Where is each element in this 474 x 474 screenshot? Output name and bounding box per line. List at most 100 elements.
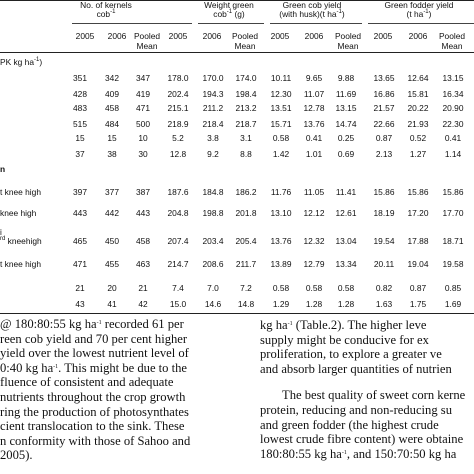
section2-row6-cell: 1.28	[337, 299, 355, 309]
section2-row3-cell: 205.4	[235, 236, 257, 246]
section1-row4-cell: 22.30	[442, 119, 464, 129]
paragraph-gap	[260, 376, 465, 388]
section2-row4-cell: 455	[105, 259, 119, 269]
header-fodder-line2: (t ha-1)	[406, 9, 432, 19]
body-text-right: kg ha-1 (Table.2). The higher leve suppl…	[260, 318, 465, 461]
section2-row6-cell: 43	[75, 299, 85, 309]
section2-row6-cell: 14.8	[237, 299, 255, 309]
subheader-kernels-mean: Mean	[136, 41, 158, 51]
section2-row1-cell: 11.41	[335, 187, 357, 197]
header-weight-underline	[198, 23, 264, 24]
section1-row6-cell: 2.13	[375, 149, 393, 159]
subheader-weight-pooled: Pooled	[231, 31, 259, 41]
header-fodder-underline	[368, 23, 474, 24]
section2-row3-cell: 19.54	[373, 236, 395, 246]
section1-row5-cell: 0.41	[444, 133, 462, 143]
section1-row6-cell: 12.8	[169, 149, 187, 159]
section2-row5-cell: 0.85	[444, 283, 462, 293]
right-line-1: kg ha-1 (Table.2). The higher leve	[260, 318, 427, 332]
left-line-3: yield over the lowest nutrient level of	[0, 346, 189, 361]
section1-row4-cell: 13.76	[303, 119, 325, 129]
section1-row6-cell: 9.2	[207, 149, 219, 159]
header-cobyield-underline	[270, 23, 362, 24]
section2-label: n	[0, 164, 6, 174]
subheader-kernels-pooled: Pooled	[133, 31, 161, 41]
section2-row3-cell: 450	[105, 236, 119, 246]
section1-row5-cell: 0.58	[272, 133, 290, 143]
section2-row1-cell: 15.86	[407, 187, 429, 197]
header-kernels-line1: No. of kernels	[80, 0, 132, 10]
section2-row3-label-prefix: i	[0, 227, 2, 237]
section1-row3-cell: 483	[73, 103, 87, 113]
section1-row1-cell: 9.88	[337, 73, 355, 83]
section2-row2-cell: 17.20	[407, 208, 429, 218]
section2-row1-cell: 15.86	[442, 187, 464, 197]
section2-row2-cell: 12.12	[303, 208, 325, 218]
section2-row3-cell: 203.4	[202, 236, 224, 246]
section1-row2-cell: 11.69	[335, 89, 357, 99]
section1-row2-cell: 15.81	[407, 89, 429, 99]
section2-row6-cell: 1.75	[409, 299, 427, 309]
section1-row4-cell: 515	[73, 119, 87, 129]
section1-row3-cell: 20.90	[442, 103, 464, 113]
left-line-2: reen cob yield and 70 per cent higher	[0, 331, 188, 346]
section2-row1-cell: 11.05	[303, 187, 325, 197]
section2-row3-cell: 13.04	[335, 236, 357, 246]
section1-row6-cell: 0.69	[337, 149, 355, 159]
section2-row4-cell: 13.89	[270, 259, 292, 269]
section1-row3-cell: 211.2	[202, 103, 224, 113]
section1-row4-cell: 22.66	[373, 119, 395, 129]
section1-row2-cell: 409	[105, 89, 119, 99]
right-line-6: protein, reducing and non-reducing su	[260, 402, 452, 417]
section1-row3-cell: 215.1	[167, 103, 189, 113]
left-line-6: nutrients throughout the crop growth	[0, 389, 186, 404]
section2-row5-cell: 0.58	[272, 283, 290, 293]
right-line-9: 180:80:55 kg ha-1, and 150:70:50 kg ha	[260, 446, 457, 461]
section1-row2-cell: 202.4	[167, 89, 189, 99]
section1-row3-cell: 13.15	[335, 103, 357, 113]
section1-label: PK kg ha-1)	[0, 57, 43, 67]
section2-row1-label: t knee high	[0, 187, 41, 197]
section1-row3-cell: 12.78	[303, 103, 325, 113]
section2-row1-cell: 186.2	[235, 187, 257, 197]
section2-row1-cell: 387	[136, 187, 150, 197]
section1-row5-cell: 3.8	[207, 133, 219, 143]
section2-row5-cell: 7.2	[240, 283, 252, 293]
subheader-cobyield-2006: 2006	[304, 31, 324, 41]
subheader-weight-mean: Mean	[234, 41, 256, 51]
section2-row3-cell: 13.76	[270, 236, 292, 246]
left-line-8: cient translocation to the sink. These	[0, 419, 185, 434]
section1-row2-cell: 428	[73, 89, 87, 99]
section2-row2-cell: 13.10	[270, 208, 292, 218]
section2-row2-cell: 18.19	[373, 208, 395, 218]
section1-row2-cell: 419	[136, 89, 150, 99]
section1-row2-cell: 11.07	[303, 89, 325, 99]
subheader-weight-2005: 2005	[168, 31, 188, 41]
section2-row5-cell: 20	[107, 283, 117, 293]
section1-row5-cell: 0.87	[375, 133, 393, 143]
right-line-5: The best quality of sweet corn kerne	[282, 388, 466, 403]
section1-row5-cell: 15	[75, 133, 85, 143]
left-line-9: n conformity with those of Sahoo and	[0, 433, 191, 448]
subheader-cobyield-2005: 2005	[270, 31, 290, 41]
section2-row4-cell: 214.7	[167, 259, 189, 269]
section1-row5-cell: 0.41	[305, 133, 323, 143]
section2-row6-cell: 1.69	[444, 299, 462, 309]
section1-row5-cell: 0.25	[337, 133, 355, 143]
subheader-fodder-2006: 2006	[408, 31, 428, 41]
header-fodder-line1: Green fodder yield	[384, 0, 454, 10]
header-cobyield-line1: Green cob yield	[282, 0, 342, 10]
section1-row6-cell: 8.8	[240, 149, 252, 159]
section1-row3-cell: 20.22	[407, 103, 429, 113]
section1-row4-cell: 484	[105, 119, 119, 129]
left-line-7: ring the production of photosynthates	[0, 404, 189, 419]
section1-row1-cell: 10.11	[270, 73, 292, 83]
section2-row4-cell: 19.58	[442, 259, 464, 269]
section2-row3-cell: 12.32	[303, 236, 325, 246]
subheader-kernels-2006: 2006	[107, 31, 127, 41]
section2-row1-cell: 377	[105, 187, 119, 197]
section2-row4-cell: 463	[136, 259, 150, 269]
section2-row4-label: t knee high	[0, 259, 41, 269]
section2-row4-cell: 471	[73, 259, 87, 269]
section1-row3-cell: 471	[136, 103, 150, 113]
